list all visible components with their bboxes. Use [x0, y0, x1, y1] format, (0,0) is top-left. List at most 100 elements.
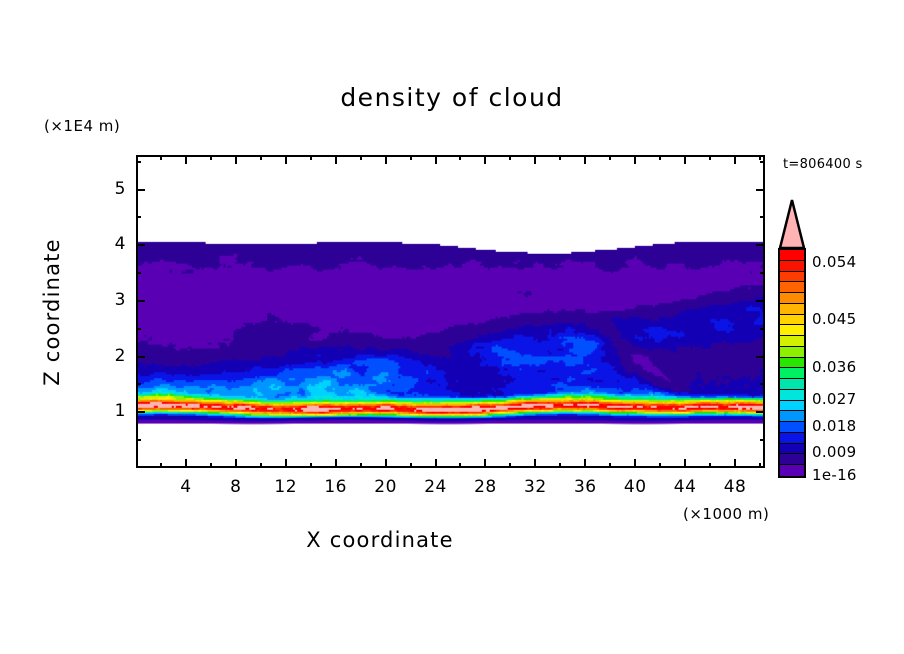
y-tick-minor-right — [760, 216, 765, 219]
y-tick-minor-right — [760, 327, 765, 330]
colorbar-segment — [780, 443, 804, 455]
y-tick-major — [136, 411, 145, 414]
x-tick-minor — [659, 463, 662, 468]
colorbar-segment — [780, 411, 804, 422]
x-tick-major-top — [334, 155, 337, 164]
colorbar-segment — [780, 282, 804, 293]
x-tick-label: 12 — [274, 477, 298, 497]
x-tick-minor — [609, 463, 612, 468]
y-tick-major — [136, 355, 145, 358]
x-tick-minor — [309, 463, 312, 468]
colorbar-segment — [780, 250, 804, 261]
y-tick-label: 4 — [114, 234, 126, 255]
x-tick-minor-top — [509, 155, 512, 160]
x-tick-major — [734, 459, 737, 468]
colorbar-gradient — [778, 248, 806, 478]
y-tick-minor — [136, 160, 141, 163]
x-tick-minor-top — [409, 155, 412, 160]
colorbar-segment — [780, 346, 804, 358]
timestamp-label: t=806400 s — [783, 157, 863, 172]
colorbar-tick-label: 0.009 — [812, 443, 857, 461]
y-tick-major — [136, 299, 145, 302]
y-tick-minor-right — [760, 272, 765, 275]
x-tick-minor-top — [759, 155, 761, 160]
colorbar-segment — [780, 271, 804, 283]
y-tick-minor — [136, 439, 141, 442]
y-tick-minor — [136, 327, 141, 330]
x-tick-label: 44 — [673, 477, 697, 497]
x-tick-major-top — [284, 155, 287, 164]
colorbar-tick-label: 0.045 — [812, 310, 857, 328]
colorbar-tick-label: 0.054 — [812, 253, 857, 271]
x-tick-minor — [159, 463, 162, 468]
colorbar-tick-label: 0.018 — [812, 417, 857, 435]
colorbar-segment — [780, 368, 804, 379]
x-tick-major — [484, 459, 487, 468]
x-tick-major-top — [634, 155, 637, 164]
y-tick-major — [136, 188, 145, 191]
x-tick-label: 8 — [230, 477, 242, 497]
x-tick-label: 40 — [623, 477, 647, 497]
y-tick-minor-right — [760, 383, 765, 386]
x-tick-major-top — [384, 155, 387, 164]
x-tick-label: 4 — [180, 477, 192, 497]
colorbar-segment — [780, 293, 804, 304]
x-tick-minor-top — [359, 155, 362, 160]
x-tick-label: 32 — [524, 477, 547, 497]
x-tick-minor — [709, 463, 712, 468]
y-tick-label: 1 — [114, 401, 126, 422]
y-tick-major-right — [756, 355, 765, 358]
x-tick-minor — [209, 463, 212, 468]
x-tick-minor — [359, 463, 362, 468]
x-tick-label: 20 — [374, 477, 397, 497]
x-tick-minor — [259, 463, 262, 468]
x-tick-major — [534, 459, 537, 468]
y-tick-label: 2 — [114, 345, 126, 366]
x-tick-major — [284, 459, 287, 468]
x-tick-major-top — [584, 155, 587, 164]
x-tick-major-top — [684, 155, 687, 164]
colorbar-tick-label: 1e-16 — [812, 466, 857, 484]
colorbar-segment — [780, 432, 804, 444]
x-tick-major-top — [234, 155, 237, 164]
y-axis-title: Z coordinate — [40, 238, 64, 386]
x-tick-label: 16 — [324, 477, 347, 497]
y-tick-major-right — [756, 188, 765, 191]
y-tick-label: 3 — [114, 289, 126, 310]
x-tick-minor-top — [459, 155, 462, 160]
x-tick-major — [234, 459, 237, 468]
colorbar-segment — [780, 325, 804, 336]
x-tick-major-top — [184, 155, 187, 164]
colorbar-segment — [780, 422, 804, 433]
x-tick-major — [184, 459, 187, 468]
x-unit-label: (×1000 m) — [683, 505, 770, 523]
x-tick-minor — [559, 463, 562, 468]
y-tick-minor-right — [760, 439, 765, 442]
colorbar-tick-label: 0.027 — [812, 390, 857, 408]
colorbar-segment — [780, 314, 804, 326]
x-tick-minor-top — [559, 155, 562, 160]
x-tick-label: 24 — [424, 477, 447, 497]
x-axis-title: X coordinate — [306, 528, 454, 552]
x-tick-minor-top — [309, 155, 312, 160]
x-tick-major-top — [534, 155, 537, 164]
x-tick-major — [384, 459, 387, 468]
x-tick-major-top — [734, 155, 737, 164]
x-tick-minor — [759, 463, 761, 468]
x-tick-major-top — [434, 155, 437, 164]
x-tick-major — [434, 459, 437, 468]
colorbar-segment — [780, 400, 804, 412]
colorbar-arrow-icon — [778, 199, 806, 250]
x-tick-minor-top — [209, 155, 212, 160]
y-tick-minor-right — [760, 160, 765, 163]
x-tick-label: 36 — [573, 477, 597, 497]
colorbar-segment — [780, 336, 804, 347]
x-tick-label: 48 — [723, 477, 747, 497]
colorbar-segment — [780, 379, 804, 390]
y-tick-minor — [136, 216, 141, 219]
colorbar-segment — [780, 303, 804, 315]
x-tick-label: 28 — [474, 477, 497, 497]
x-tick-minor — [409, 463, 412, 468]
colorbar-segment — [780, 357, 804, 369]
